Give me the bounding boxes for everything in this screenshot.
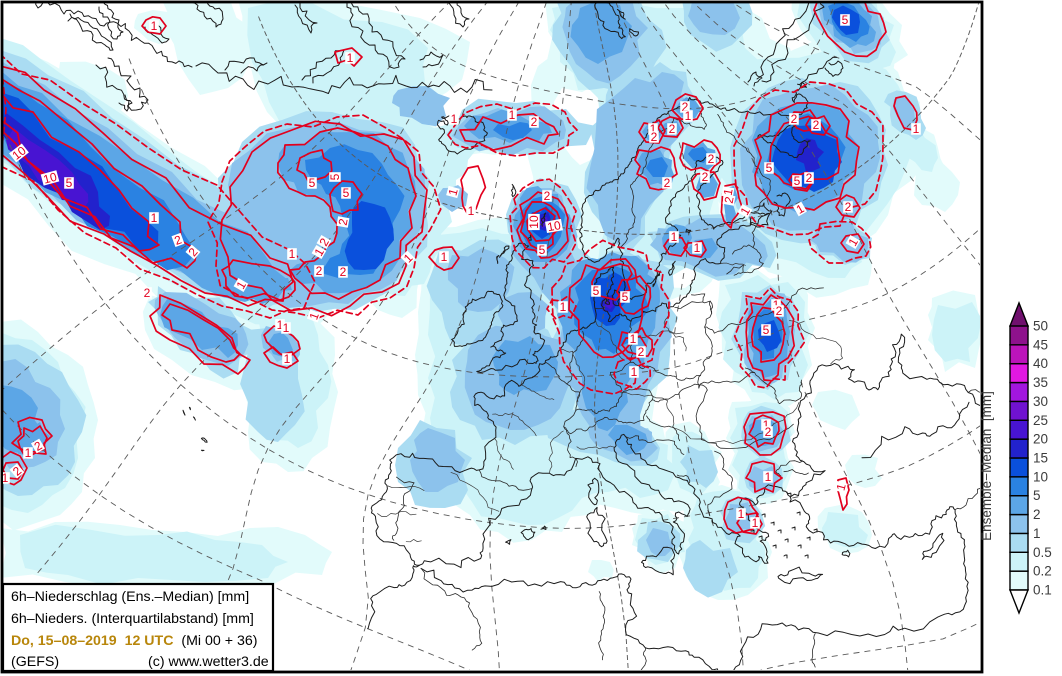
- svg-text:2: 2: [669, 122, 676, 136]
- svg-text:1: 1: [468, 204, 475, 218]
- svg-text:1: 1: [446, 187, 461, 197]
- svg-text:0.1: 0.1: [1033, 583, 1052, 598]
- svg-text:1: 1: [284, 352, 291, 366]
- svg-text:1: 1: [2, 471, 9, 485]
- svg-text:15: 15: [1033, 450, 1048, 465]
- svg-text:2: 2: [1033, 507, 1041, 522]
- svg-text:2: 2: [702, 170, 709, 184]
- svg-text:30: 30: [1033, 394, 1048, 409]
- svg-text:2: 2: [845, 200, 852, 214]
- svg-text:1: 1: [560, 300, 567, 314]
- svg-text:2: 2: [544, 189, 551, 203]
- svg-text:2: 2: [340, 265, 347, 279]
- svg-text:1: 1: [151, 19, 158, 33]
- svg-text:Do, 15–08–2019 12 UTC (Mi 00: Do, 15–08–2019 12 UTC (Mi 00 + 36): [11, 633, 257, 649]
- svg-text:Ensemble−Median [mm]: Ensemble−Median [mm]: [979, 391, 994, 541]
- svg-text:2: 2: [813, 118, 820, 132]
- svg-text:2: 2: [806, 171, 813, 185]
- svg-text:2: 2: [531, 115, 538, 129]
- svg-text:6h–Nieders. (Interquartilabsta: 6h–Nieders. (Interquartilabstand) [mm]: [11, 611, 254, 627]
- svg-text:0.2: 0.2: [1033, 564, 1052, 579]
- svg-text:2: 2: [776, 304, 783, 318]
- svg-text:5: 5: [309, 176, 316, 190]
- svg-text:1: 1: [289, 247, 296, 261]
- svg-text:1: 1: [671, 230, 678, 244]
- svg-text:5: 5: [622, 290, 629, 304]
- svg-text:1: 1: [347, 51, 354, 65]
- svg-text:5: 5: [539, 243, 546, 257]
- svg-text:1: 1: [441, 250, 448, 264]
- svg-text:1: 1: [630, 332, 637, 346]
- svg-text:1: 1: [765, 470, 772, 484]
- svg-text:1: 1: [721, 187, 736, 196]
- svg-text:5: 5: [343, 186, 350, 200]
- svg-text:1: 1: [738, 507, 745, 521]
- svg-text:1: 1: [509, 108, 516, 122]
- svg-text:1: 1: [283, 321, 290, 335]
- svg-text:1: 1: [306, 310, 322, 321]
- svg-text:20: 20: [1033, 432, 1048, 447]
- svg-text:2: 2: [651, 130, 658, 144]
- svg-text:2: 2: [722, 195, 737, 204]
- svg-text:5: 5: [794, 174, 801, 188]
- svg-text:5: 5: [593, 284, 600, 298]
- svg-text:1: 1: [277, 318, 284, 332]
- svg-text:2: 2: [638, 345, 645, 359]
- svg-text:(GEFS): (GEFS): [11, 654, 59, 670]
- svg-text:5: 5: [66, 176, 73, 190]
- svg-text:40: 40: [1033, 356, 1048, 371]
- svg-text:5: 5: [766, 161, 773, 175]
- svg-text:45: 45: [1033, 337, 1048, 352]
- svg-text:2: 2: [173, 232, 184, 248]
- svg-text:25: 25: [1033, 413, 1048, 428]
- svg-text:0.5: 0.5: [1033, 545, 1052, 560]
- svg-text:1: 1: [763, 418, 770, 432]
- svg-text:6h–Niederschlag (Ens.–Median): 6h–Niederschlag (Ens.–Median) [mm]: [11, 589, 249, 605]
- svg-text:2: 2: [336, 217, 351, 226]
- svg-text:1: 1: [25, 446, 32, 460]
- svg-text:35: 35: [1033, 375, 1048, 390]
- svg-text:1: 1: [451, 112, 458, 126]
- svg-text:1: 1: [631, 365, 638, 379]
- svg-text:(c) www.wetter3.de: (c) www.wetter3.de: [148, 654, 269, 670]
- svg-text:2: 2: [664, 176, 671, 190]
- svg-text:50: 50: [1033, 318, 1048, 333]
- svg-text:10: 10: [527, 215, 541, 229]
- svg-text:1: 1: [834, 482, 849, 492]
- svg-text:2: 2: [682, 100, 689, 114]
- svg-text:2: 2: [765, 425, 772, 439]
- svg-text:2: 2: [144, 286, 151, 300]
- svg-text:5: 5: [328, 173, 342, 180]
- svg-text:10: 10: [42, 170, 59, 187]
- svg-text:5: 5: [1033, 488, 1041, 503]
- svg-text:2: 2: [316, 264, 323, 278]
- svg-text:1: 1: [151, 211, 158, 225]
- svg-text:5: 5: [763, 323, 770, 337]
- svg-text:1: 1: [685, 109, 692, 123]
- svg-text:1: 1: [752, 516, 759, 530]
- svg-text:1: 1: [1033, 526, 1041, 541]
- svg-text:5: 5: [842, 13, 849, 27]
- svg-text:10: 10: [1033, 469, 1048, 484]
- svg-text:2: 2: [791, 112, 798, 126]
- svg-text:10: 10: [546, 218, 562, 234]
- svg-text:1: 1: [913, 122, 920, 136]
- svg-text:1: 1: [694, 241, 701, 255]
- svg-text:1: 1: [650, 122, 657, 136]
- svg-text:2: 2: [708, 152, 715, 166]
